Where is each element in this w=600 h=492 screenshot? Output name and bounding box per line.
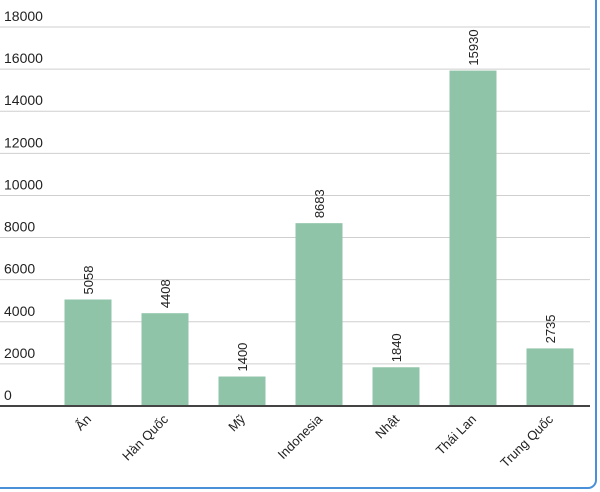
value-label: 1400	[235, 343, 250, 372]
y-tick-label: 6000	[4, 261, 35, 277]
bar	[295, 223, 343, 406]
bar	[64, 299, 112, 406]
y-tick-label: 14000	[4, 92, 43, 108]
value-label: 1840	[389, 333, 404, 362]
bar	[218, 376, 266, 406]
y-tick-label: 12000	[4, 134, 43, 150]
bar	[449, 70, 497, 407]
marks: 5058 Ấn 4408 Hàn Quốc 1400 Mỹ 8683 Indonesia 184…	[0, 29, 590, 470]
y-tick-label: 10000	[4, 176, 43, 192]
x-tick-label: Nhật	[372, 411, 402, 441]
bar	[141, 313, 189, 406]
value-label: 15930	[466, 29, 481, 65]
bar	[526, 348, 574, 406]
x-tick-label: Hàn Quốc	[119, 411, 171, 463]
value-label: 8683	[312, 189, 327, 218]
value-label: 2735	[543, 314, 558, 343]
x-tick-label: Indonesia	[275, 411, 326, 462]
y-tick-label: 18000	[4, 8, 43, 24]
y-tick-label: 16000	[4, 50, 43, 66]
value-label: 5058	[81, 266, 96, 295]
y-tick-label: 0	[4, 387, 12, 403]
x-tick-label: Thái Lan	[433, 412, 479, 458]
y-tick-label: 8000	[4, 219, 35, 235]
y-tick-label: 4000	[4, 303, 35, 319]
y-tick-label: 2000	[4, 345, 35, 361]
value-label: 4408	[158, 279, 173, 308]
x-tick-label: Trung Quốc	[497, 411, 556, 470]
bar	[372, 367, 420, 406]
x-tick-label: Mỹ	[225, 411, 248, 434]
x-tick-label: Ấn	[72, 412, 94, 434]
